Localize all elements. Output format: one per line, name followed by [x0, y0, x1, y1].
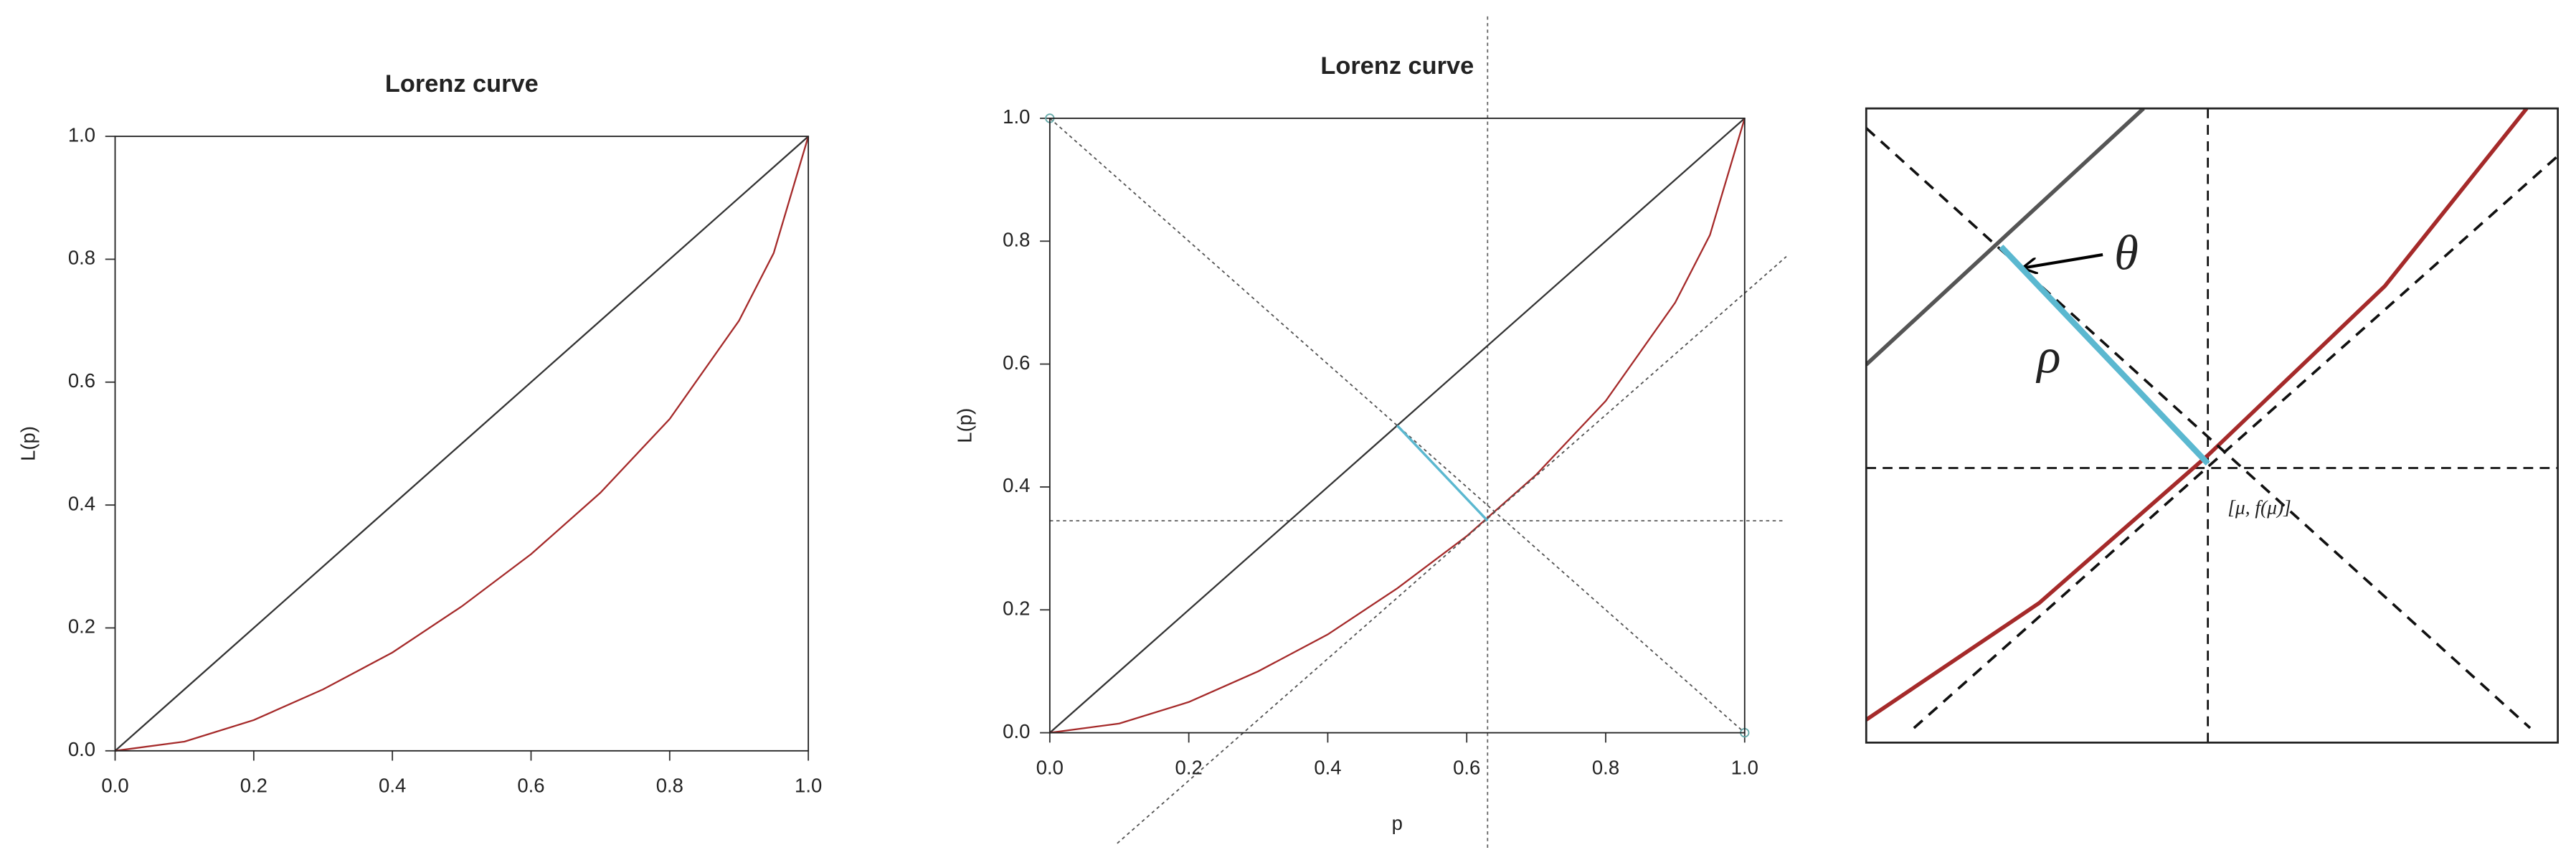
annotation: θ [2114, 225, 2139, 280]
arrow [2024, 253, 2103, 268]
x-axis-label: p [1392, 812, 1403, 834]
x-tick-label: 0.2 [1175, 756, 1203, 778]
plot-frame [1048, 118, 1746, 734]
series-line [1866, 108, 2145, 367]
series-line [1866, 127, 2532, 729]
y-tick-label: 0.0 [68, 738, 95, 760]
x-tick-label: 1.0 [795, 774, 822, 796]
panel [1049, 16, 1787, 848]
x-tick-label: 0.4 [1314, 756, 1341, 778]
x-tick-label: 0.4 [379, 774, 406, 796]
series-line [1396, 425, 1489, 522]
y-tick-label: 0.4 [1003, 474, 1030, 496]
y-tick-label: 0.6 [68, 369, 95, 392]
y-tick-label: 0.8 [68, 247, 95, 269]
x-tick-label: 0.8 [656, 774, 683, 796]
series-line [115, 136, 810, 752]
y-tick-label: 0.0 [1003, 720, 1030, 742]
chart-title: Lorenz curve [1320, 52, 1474, 80]
plot-frame [114, 136, 810, 752]
annotation: [μ, f(μ)] [2227, 496, 2291, 518]
x-tick-label: 0.6 [517, 774, 544, 796]
chart-title: Lorenz curve [385, 70, 539, 98]
series-line [1049, 118, 1746, 734]
y-tick-label: 0.6 [1003, 351, 1030, 374]
series-line [1866, 108, 2529, 722]
x-tick-label: 1.0 [1731, 756, 1758, 778]
y-tick-label: 0.2 [1003, 597, 1030, 620]
series-line [1999, 245, 2210, 466]
panel [1866, 108, 2558, 743]
x-tick-label: 0.0 [101, 774, 128, 796]
y-tick-label: 1.0 [68, 123, 95, 146]
panel [114, 136, 810, 752]
x-tick-label: 0.0 [1036, 756, 1064, 778]
y-tick-label: 0.4 [68, 492, 95, 514]
x-tick-label: 0.8 [1592, 756, 1619, 778]
y-tick-label: 0.2 [68, 615, 95, 638]
y-axis-label: L(p) [953, 408, 975, 443]
series-line [1913, 155, 2558, 729]
series-line [114, 136, 809, 752]
y-tick-label: 0.8 [1003, 229, 1030, 251]
annotation: ρ [2036, 329, 2061, 384]
x-tick-label: 0.2 [240, 774, 267, 796]
y-tick-label: 1.0 [1003, 105, 1030, 128]
y-axis-label: L(p) [17, 426, 39, 461]
plot-frame [1865, 107, 2560, 744]
x-tick-label: 0.6 [1453, 756, 1480, 778]
series-line [1117, 255, 1787, 844]
